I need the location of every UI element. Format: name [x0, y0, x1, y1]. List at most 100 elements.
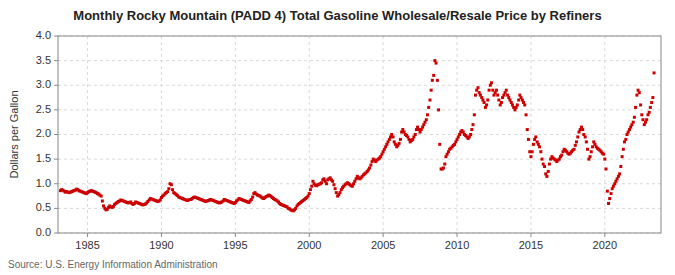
- point: [543, 165, 546, 168]
- y-tick: [54, 183, 58, 184]
- point: [488, 89, 491, 92]
- grid-line-y: [58, 60, 661, 61]
- point: [474, 94, 477, 97]
- point: [438, 143, 441, 146]
- point: [477, 86, 480, 89]
- point: [621, 155, 624, 158]
- point: [648, 111, 651, 114]
- plot-frame: [58, 36, 661, 233]
- y-tick: [54, 36, 58, 37]
- point: [602, 153, 605, 156]
- point: [651, 96, 654, 99]
- grid-line-x: [530, 36, 531, 233]
- point: [442, 166, 445, 169]
- points: [59, 59, 656, 212]
- grid: [58, 36, 661, 233]
- point: [399, 138, 402, 141]
- point: [538, 145, 541, 148]
- point: [607, 202, 610, 205]
- point: [548, 163, 551, 166]
- point: [573, 148, 576, 151]
- point: [167, 187, 170, 190]
- point: [431, 79, 434, 82]
- y-axis-label: Dollars per Gallon: [8, 90, 20, 178]
- point: [308, 192, 311, 195]
- point: [547, 170, 550, 173]
- point: [529, 155, 532, 158]
- point: [545, 175, 548, 178]
- point: [398, 142, 401, 145]
- point: [392, 135, 395, 138]
- point: [574, 144, 577, 147]
- point: [560, 154, 563, 157]
- point: [332, 183, 335, 186]
- grid-line-y: [58, 183, 661, 184]
- point: [523, 103, 526, 106]
- point: [443, 163, 446, 166]
- point: [171, 188, 174, 191]
- point: [605, 167, 608, 170]
- point: [585, 140, 588, 143]
- point: [633, 116, 636, 119]
- grid-line-y: [58, 109, 661, 110]
- x-tick: [604, 233, 605, 237]
- x-tick: [309, 233, 310, 237]
- point: [590, 150, 593, 153]
- x-tick: [383, 233, 384, 237]
- y-tick: [54, 233, 58, 234]
- x-tick-label: 1995: [223, 239, 247, 251]
- point: [496, 94, 499, 97]
- point: [606, 190, 609, 193]
- point: [100, 195, 103, 198]
- point: [500, 101, 503, 104]
- point: [325, 182, 328, 185]
- point: [101, 199, 104, 202]
- grid-line-x: [604, 36, 605, 233]
- grid-line-x: [309, 36, 310, 233]
- x-tick-label: 1990: [149, 239, 173, 251]
- point: [472, 123, 475, 126]
- point: [632, 121, 635, 124]
- y-tick-label: 1.5: [36, 152, 51, 164]
- x-tick-label: 2000: [297, 239, 321, 251]
- point: [436, 79, 439, 82]
- y-tick: [54, 85, 58, 86]
- point: [589, 155, 592, 158]
- y-tick: [54, 60, 58, 61]
- point: [437, 108, 440, 111]
- y-tick-label: 1.0: [36, 177, 51, 189]
- y-tick: [54, 109, 58, 110]
- chart: 0.00.51.01.52.02.53.03.54.01985199019952…: [0, 0, 675, 275]
- point: [369, 164, 372, 167]
- point: [414, 133, 417, 136]
- point: [584, 135, 587, 138]
- point: [608, 197, 611, 200]
- plot-area: [58, 36, 661, 233]
- point: [309, 188, 312, 191]
- point: [526, 128, 529, 131]
- y-tick-label: 2.0: [36, 127, 51, 139]
- y-axis: 0.00.51.01.52.02.53.03.54.0: [36, 29, 58, 238]
- point: [435, 62, 438, 65]
- point: [603, 158, 606, 161]
- y-tick: [54, 208, 58, 209]
- x-tick-label: 2020: [593, 239, 617, 251]
- grid-line-x: [87, 36, 88, 233]
- grid-line-x: [235, 36, 236, 233]
- point: [576, 135, 579, 138]
- x-tick: [530, 233, 531, 237]
- point: [432, 74, 435, 77]
- x-tick: [235, 233, 236, 237]
- point: [539, 150, 542, 153]
- point: [427, 106, 430, 109]
- point: [534, 135, 537, 138]
- point: [649, 106, 652, 109]
- point: [527, 138, 530, 141]
- x-tick: [87, 233, 88, 237]
- grid-line-x: [383, 36, 384, 233]
- x-tick-label: 2015: [519, 239, 543, 251]
- x-tick-label: 1985: [75, 239, 99, 251]
- point: [426, 113, 429, 116]
- point: [430, 89, 433, 92]
- x-tick: [161, 233, 162, 237]
